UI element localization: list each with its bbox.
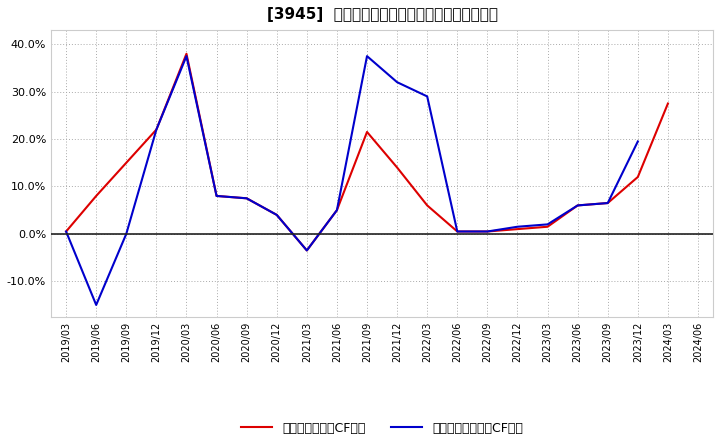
有利子負債フリーCF比率 (543, 222, 552, 227)
有利子負債営業CF比率 (122, 160, 130, 165)
有利子負債フリーCF比率 (272, 212, 281, 217)
有利子負債フリーCF比率 (92, 302, 101, 308)
有利子負債フリーCF比率 (212, 193, 221, 198)
有利子負債営業CF比率 (634, 174, 642, 180)
有利子負債営業CF比率 (363, 129, 372, 135)
有利子負債フリーCF比率 (243, 196, 251, 201)
有利子負債営業CF比率 (573, 203, 582, 208)
有利子負債営業CF比率 (92, 193, 101, 198)
有利子負債営業CF比率 (182, 51, 191, 56)
有利子負債営業CF比率 (513, 227, 522, 232)
有利子負債フリーCF比率 (363, 54, 372, 59)
有利子負債フリーCF比率 (603, 200, 612, 205)
有利子負債営業CF比率 (333, 208, 341, 213)
Line: 有利子負債営業CF比率: 有利子負債営業CF比率 (66, 54, 668, 250)
有利子負債フリーCF比率 (453, 229, 462, 234)
有利子負債フリーCF比率 (122, 231, 130, 236)
有利子負債フリーCF比率 (634, 139, 642, 144)
有利子負債フリーCF比率 (62, 229, 71, 234)
有利子負債営業CF比率 (212, 193, 221, 198)
Title: [3945]  有利子負債キャッシュフロー比率の推移: [3945] 有利子負債キャッシュフロー比率の推移 (266, 7, 498, 22)
有利子負債営業CF比率 (483, 229, 492, 234)
有利子負債フリーCF比率 (182, 54, 191, 59)
有利子負債フリーCF比率 (483, 229, 492, 234)
有利子負債営業CF比率 (423, 203, 431, 208)
有利子負債フリーCF比率 (513, 224, 522, 229)
有利子負債フリーCF比率 (302, 248, 311, 253)
有利子負債営業CF比率 (302, 248, 311, 253)
有利子負債営業CF比率 (272, 212, 281, 217)
有利子負債フリーCF比率 (333, 208, 341, 213)
有利子負債営業CF比率 (152, 127, 161, 132)
有利子負債営業CF比率 (62, 229, 71, 234)
有利子負債営業CF比率 (543, 224, 552, 229)
有利子負債フリーCF比率 (423, 94, 431, 99)
Line: 有利子負債フリーCF比率: 有利子負債フリーCF比率 (66, 56, 638, 305)
有利子負債営業CF比率 (393, 165, 402, 170)
有利子負債営業CF比率 (453, 229, 462, 234)
有利子負債営業CF比率 (243, 196, 251, 201)
Legend: 有利子負債営業CF比率, 有利子負債フリーCF比率: 有利子負債営業CF比率, 有利子負債フリーCF比率 (236, 417, 528, 440)
有利子負債営業CF比率 (603, 200, 612, 205)
有利子負債営業CF比率 (664, 101, 672, 106)
有利子負債フリーCF比率 (152, 127, 161, 132)
有利子負債フリーCF比率 (573, 203, 582, 208)
有利子負債フリーCF比率 (393, 80, 402, 85)
